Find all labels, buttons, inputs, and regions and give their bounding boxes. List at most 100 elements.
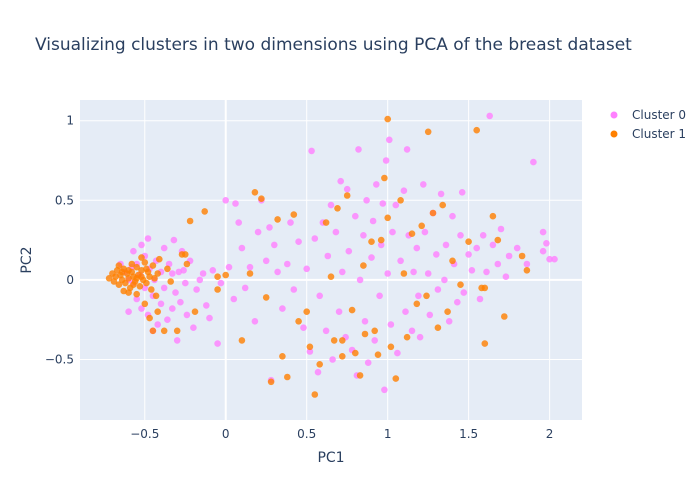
data-point-cluster-1[interactable] <box>201 208 208 215</box>
data-point-cluster-0[interactable] <box>345 247 353 255</box>
data-point-cluster-0[interactable] <box>300 324 307 332</box>
data-point-cluster-0[interactable] <box>183 311 191 319</box>
data-point-cluster-1[interactable] <box>360 262 367 269</box>
data-point-cluster-1[interactable] <box>173 327 181 335</box>
data-point-cluster-1[interactable] <box>146 314 153 322</box>
data-point-cluster-1[interactable] <box>141 259 149 266</box>
data-point-cluster-0[interactable] <box>232 200 239 207</box>
data-point-cluster-0[interactable] <box>386 136 393 144</box>
data-point-cluster-0[interactable] <box>483 268 490 276</box>
data-point-cluster-0[interactable] <box>169 305 176 312</box>
data-point-cluster-0[interactable] <box>539 228 547 236</box>
data-point-cluster-1[interactable] <box>423 292 430 300</box>
data-point-cluster-1[interactable] <box>392 375 400 382</box>
data-point-cluster-0[interactable] <box>416 333 424 341</box>
data-point-cluster-0[interactable] <box>335 308 343 316</box>
data-point-cluster-1[interactable] <box>377 236 385 244</box>
data-point-cluster-1[interactable] <box>238 337 246 344</box>
data-point-cluster-0[interactable] <box>489 241 497 249</box>
data-point-cluster-0[interactable] <box>530 158 537 166</box>
data-point-cluster-1[interactable] <box>413 300 421 308</box>
data-point-cluster-1[interactable] <box>368 238 375 245</box>
data-point-cluster-1[interactable] <box>120 287 127 295</box>
data-point-cluster-1[interactable] <box>356 372 364 379</box>
data-point-cluster-1[interactable] <box>339 353 346 360</box>
data-point-cluster-1[interactable] <box>400 270 408 277</box>
data-point-cluster-0[interactable] <box>284 260 291 268</box>
data-point-cluster-0[interactable] <box>266 224 273 231</box>
data-point-cluster-1[interactable] <box>148 286 155 293</box>
data-point-cluster-0[interactable] <box>369 217 377 225</box>
data-point-cluster-0[interactable] <box>460 289 468 296</box>
data-point-cluster-1[interactable] <box>322 219 330 226</box>
data-point-cluster-1[interactable] <box>381 174 388 182</box>
data-point-cluster-1[interactable] <box>115 281 123 289</box>
data-point-cluster-1[interactable] <box>258 195 265 202</box>
data-point-cluster-1[interactable] <box>418 222 426 230</box>
data-point-cluster-1[interactable] <box>316 361 324 368</box>
data-point-cluster-0[interactable] <box>287 219 294 226</box>
data-point-cluster-0[interactable] <box>445 318 453 325</box>
data-point-cluster-1[interactable] <box>352 349 359 357</box>
data-point-cluster-1[interactable] <box>274 216 281 223</box>
data-point-cluster-0[interactable] <box>339 268 346 276</box>
data-point-cluster-1[interactable] <box>115 262 123 269</box>
data-point-cluster-0[interactable] <box>138 241 145 249</box>
data-point-cluster-0[interactable] <box>170 236 178 244</box>
data-point-cluster-1[interactable] <box>348 306 356 314</box>
data-point-cluster-0[interactable] <box>125 308 132 316</box>
data-point-cluster-0[interactable] <box>543 240 550 247</box>
data-point-cluster-0[interactable] <box>376 292 383 300</box>
data-point-cluster-0[interactable] <box>238 244 246 252</box>
data-point-cluster-0[interactable] <box>144 235 152 242</box>
data-point-cluster-1[interactable] <box>149 327 157 335</box>
data-point-cluster-1[interactable] <box>222 271 229 279</box>
data-point-cluster-0[interactable] <box>271 241 278 249</box>
data-point-cluster-1[interactable] <box>149 262 157 269</box>
data-point-cluster-1[interactable] <box>501 313 508 320</box>
data-point-cluster-0[interactable] <box>364 359 372 367</box>
data-point-cluster-0[interactable] <box>303 265 311 273</box>
data-point-cluster-0[interactable] <box>497 225 505 233</box>
data-point-cluster-0[interactable] <box>355 146 362 153</box>
data-point-cluster-1[interactable] <box>424 128 432 136</box>
data-point-cluster-0[interactable] <box>199 270 207 277</box>
data-point-cluster-0[interactable] <box>251 318 259 325</box>
data-point-cluster-1[interactable] <box>262 294 270 301</box>
data-point-cluster-0[interactable] <box>329 356 336 363</box>
data-point-cluster-1[interactable] <box>457 281 464 289</box>
data-point-cluster-0[interactable] <box>322 327 330 335</box>
data-point-cluster-0[interactable] <box>308 147 315 155</box>
data-point-cluster-1[interactable] <box>290 211 298 218</box>
data-point-cluster-0[interactable] <box>420 181 427 188</box>
data-point-cluster-0[interactable] <box>279 305 286 312</box>
data-point-cluster-0[interactable] <box>381 386 388 394</box>
data-point-cluster-1[interactable] <box>141 300 149 308</box>
data-point-cluster-1[interactable] <box>311 391 319 398</box>
data-point-cluster-0[interactable] <box>246 263 254 271</box>
data-point-cluster-0[interactable] <box>400 187 408 194</box>
legend-item-cluster-1[interactable]: Cluster 1 <box>610 127 687 141</box>
data-point-cluster-1[interactable] <box>143 279 150 287</box>
data-point-cluster-1[interactable] <box>429 209 437 217</box>
data-point-cluster-1[interactable] <box>136 283 144 290</box>
data-point-cluster-0[interactable] <box>457 232 464 239</box>
data-point-cluster-1[interactable] <box>481 284 489 292</box>
data-point-cluster-0[interactable] <box>394 349 401 357</box>
data-point-cluster-0[interactable] <box>172 289 179 296</box>
data-point-cluster-0[interactable] <box>403 146 411 153</box>
data-point-cluster-1[interactable] <box>167 278 174 285</box>
data-point-cluster-1[interactable] <box>339 337 346 344</box>
data-point-cluster-0[interactable] <box>157 300 165 308</box>
data-point-cluster-0[interactable] <box>241 284 249 292</box>
data-point-cluster-1[interactable] <box>397 197 404 204</box>
data-point-cluster-0[interactable] <box>138 305 145 312</box>
data-point-cluster-1[interactable] <box>387 343 395 351</box>
data-point-cluster-0[interactable] <box>384 270 392 277</box>
data-point-cluster-1[interactable] <box>156 255 163 263</box>
data-point-cluster-0[interactable] <box>434 286 442 293</box>
data-point-cluster-1[interactable] <box>494 236 502 244</box>
data-point-cluster-1[interactable] <box>133 290 140 298</box>
data-point-cluster-0[interactable] <box>368 254 375 261</box>
data-point-cluster-1[interactable] <box>306 343 314 351</box>
